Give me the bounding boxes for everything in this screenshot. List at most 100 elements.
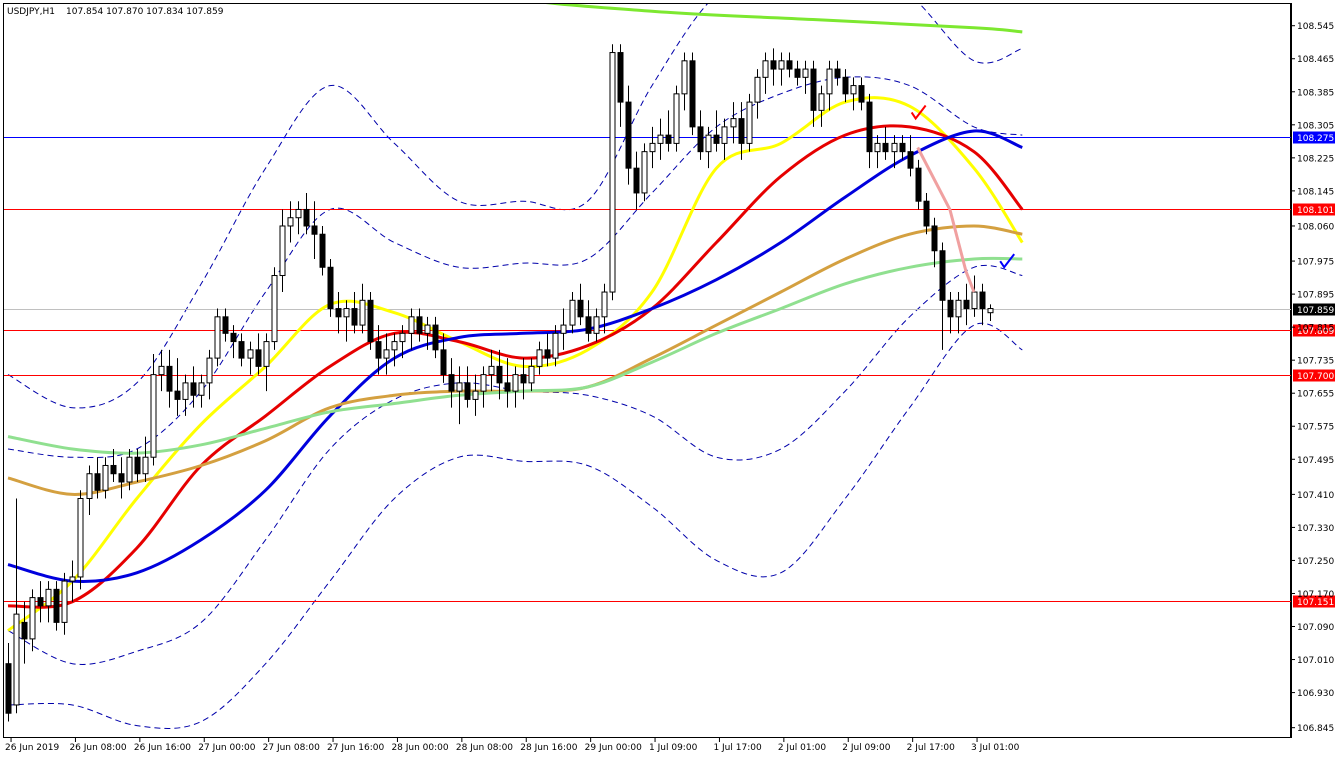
candle-body-32 [263,341,270,367]
candle-body-109 [882,142,889,153]
ma-line-ma_top_green [545,4,1023,34]
candle-body-12 [102,464,109,491]
candle-body-52 [424,324,431,334]
candle-body-102 [826,68,833,95]
candle-body-31 [255,349,262,367]
candle-body-34 [279,225,286,277]
candle-body-113 [915,167,922,202]
y-tick-label-18: 107.090 [1297,623,1334,633]
bollinger-line-0 [7,322,1023,729]
candle-body-36 [295,208,302,219]
y-tick-label-10: 107.735 [1297,357,1334,367]
y-tick-label-4: 108.225 [1297,154,1334,164]
candle-body-5 [45,588,52,607]
candle-body-72 [585,316,592,334]
bollinger-line-1 [7,4,1023,409]
level-tag-4 [1293,369,1335,382]
candle-body-64 [520,374,527,384]
candle-body-94 [762,60,769,78]
candle-body-33 [271,275,278,343]
x-tick-label-15: 3 Jul 01:00 [971,743,1020,753]
candle-body-56 [456,382,463,392]
candle-body-9 [77,498,84,578]
y-tick-label-9: 107.815 [1297,324,1334,334]
level-tag-label-0: 108.275 [1297,134,1334,144]
level-tag-label-5: 107.151 [1297,598,1334,608]
candle-body-98 [794,68,801,78]
candle-body-14 [118,473,125,483]
candle-body-55 [448,374,455,392]
level-tag-label-3: 107.809 [1297,327,1334,337]
candle-body-86 [697,126,704,153]
y-tick-label-8: 107.895 [1297,291,1334,301]
candle-body-41 [335,308,342,318]
candle-body-110 [891,142,898,153]
candle-body-107 [866,101,873,153]
candle-body-28 [230,332,237,343]
candle-body-121 [979,291,986,310]
symbol-label: USDJPY,H1 [7,7,55,17]
candle-body-95 [770,60,777,70]
candle-body-116 [939,250,946,301]
candle-body-82 [665,134,672,144]
candle-body-23 [190,382,197,396]
candle-body-61 [496,365,503,384]
candle-body-45 [367,299,374,343]
candle-body-30 [247,349,254,359]
candle-body-69 [560,324,567,334]
candle-body-71 [577,299,584,318]
candle-body-25 [206,357,213,384]
candle-body-81 [657,134,664,144]
y-tick-label-17: 107.170 [1297,590,1334,600]
candle-body-49 [399,332,406,343]
candle-body-54 [440,349,447,376]
x-tick-label-6: 28 Jun 00:00 [391,743,448,753]
level-tag-0 [1293,131,1335,144]
candle-body-77 [625,101,632,169]
x-tick-label-5: 27 Jun 16:00 [327,743,384,753]
candle-body-57 [464,382,471,400]
x-tick-label-0: 26 Jun 2019 [5,743,59,753]
y-tick-label-2: 108.385 [1297,88,1334,98]
candle-body-58 [472,390,479,400]
candle-body-76 [617,52,624,103]
candle-body-96 [778,60,785,70]
level-tag-label-1: 108.101 [1297,206,1334,216]
candle-body-38 [311,225,318,235]
level-tag-5 [1293,595,1335,608]
candle-body-97 [786,60,793,70]
y-tick-label-5: 108.145 [1297,187,1334,197]
candle-body-6 [53,588,60,623]
candle-body-21 [174,390,181,400]
candle-body-10 [86,473,93,500]
candle-body-35 [287,217,294,227]
candle-body-46 [375,341,382,359]
candle-body-88 [713,134,720,144]
y-tick-label-12: 107.575 [1297,423,1334,433]
ohlc-label: 107.854 107.870 107.834 107.859 [66,7,224,17]
candle-body-8 [69,576,76,582]
candle-body-117 [947,299,954,318]
y-tick-label-7: 107.975 [1297,258,1334,268]
level-tag-label-4: 107.700 [1297,372,1334,382]
x-tick-label-1: 26 Jun 08:00 [69,743,126,753]
candle-body-105 [850,85,857,95]
candle-body-92 [746,101,753,144]
candle-body-80 [649,142,656,153]
candle-body-1 [13,613,20,706]
candle-body-26 [214,316,221,359]
candle-body-67 [544,349,551,359]
candle-body-22 [182,382,189,400]
candle-body-24 [198,382,205,396]
x-tick-label-9: 29 Jun 00:00 [585,743,642,753]
y-tick-label-20: 106.930 [1297,689,1334,699]
check-icon-1 [999,253,1015,269]
ma-line-ma_red [7,124,1024,609]
level-tag-3 [1293,324,1335,337]
candle-body-112 [907,151,914,169]
y-tick-label-21: 106.845 [1297,724,1334,734]
candle-body-103 [834,68,841,78]
candle-body-79 [641,151,648,194]
candle-body-91 [738,118,745,144]
